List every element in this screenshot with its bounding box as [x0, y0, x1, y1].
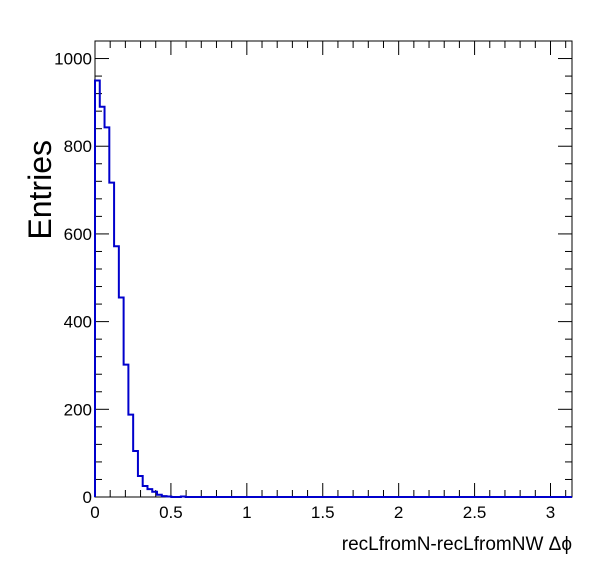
- x-tick-label: 2: [394, 503, 403, 522]
- x-axis-ticks: 0 0.5 1 1.5 2 2.5 3: [90, 41, 567, 522]
- y-tick-label: 200: [64, 400, 92, 419]
- y-tick-label: 400: [64, 313, 92, 332]
- y-tick-label: 800: [64, 137, 92, 156]
- y-tick-label: 600: [64, 225, 92, 244]
- x-tick-label: 0.5: [159, 503, 183, 522]
- x-tick-label: 2.5: [463, 503, 487, 522]
- x-tick-label: 1: [242, 503, 251, 522]
- x-axis-title: recLfromN-recLfromNW Δϕ: [342, 534, 572, 555]
- y-axis-title: Entries: [22, 140, 58, 240]
- y-tick-label: 1000: [54, 50, 92, 69]
- histogram-series-line: [94, 79, 572, 498]
- x-tick-label: 3: [546, 503, 555, 522]
- plot-frame: [94, 40, 573, 498]
- x-tick-label: 0: [90, 503, 99, 522]
- y-tick-label: 0: [83, 488, 92, 507]
- x-tick-label: 1.5: [311, 503, 335, 522]
- y-axis-ticks: 0 200 400 600 800 1000: [54, 40, 572, 507]
